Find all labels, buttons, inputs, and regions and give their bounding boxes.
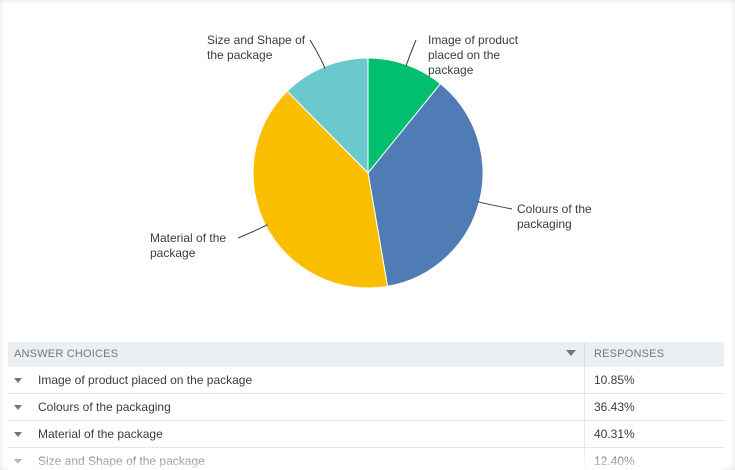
pie-chart-area: Image of product placed on the package C…	[150, 33, 592, 289]
slice-label-colours: Colours of the packaging	[517, 202, 592, 231]
row-choice: Colours of the packaging	[38, 400, 171, 414]
row-response: 10.85%	[594, 373, 635, 387]
row-divider	[584, 448, 585, 470]
row-expand-caret-icon[interactable]	[14, 378, 22, 383]
sort-chevron-down-icon[interactable]	[566, 350, 576, 356]
leader-line	[237, 224, 268, 239]
row-response: 40.31%	[594, 427, 635, 441]
row-choice: Size and Shape of the package	[38, 454, 205, 468]
header-responses: RESPONSES	[594, 348, 665, 360]
table-header: ANSWER CHOICES RESPONSES	[8, 342, 724, 367]
row-choice: Image of product placed on the package	[38, 373, 253, 387]
slice-label-material: Material of the package	[150, 231, 227, 260]
row-response: 12.40%	[594, 454, 635, 468]
slice-label-image-of-product: Image of product placed on the package	[428, 33, 519, 77]
pie-chart	[237, 39, 513, 289]
table-row: Image of product placed on the package 1…	[8, 367, 724, 394]
row-divider	[584, 367, 585, 393]
header-divider	[584, 342, 585, 367]
row-divider	[584, 421, 585, 447]
leader-line	[405, 39, 417, 67]
row-response: 36.43%	[594, 400, 635, 414]
row-expand-caret-icon[interactable]	[14, 405, 22, 410]
row-divider	[584, 394, 585, 420]
table-row: Size and Shape of the package 12.40%	[8, 448, 724, 470]
header-answer-choices: ANSWER CHOICES	[14, 348, 119, 360]
slice-label-size-shape: Size and Shape of the package	[207, 33, 306, 62]
leader-line	[309, 39, 326, 69]
responses-table: ANSWER CHOICES RESPONSES Image of produc…	[8, 342, 724, 470]
table-row: Colours of the packaging 36.43%	[8, 394, 724, 421]
row-choice: Material of the package	[38, 427, 163, 441]
row-expand-caret-icon[interactable]	[14, 432, 22, 437]
leader-line	[477, 201, 513, 210]
row-expand-caret-icon[interactable]	[14, 459, 22, 464]
table-row: Material of the package 40.31%	[8, 421, 724, 448]
